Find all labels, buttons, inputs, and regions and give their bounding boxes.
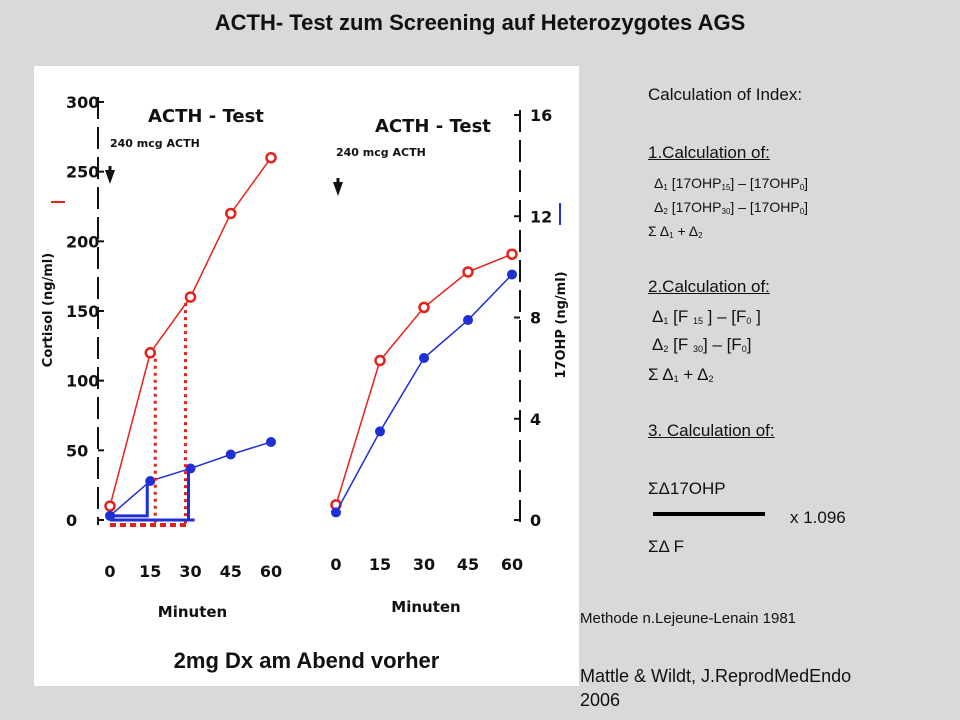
- y-tick-label: 300: [66, 93, 99, 112]
- 17ohp-chart: 0 4 8 12 16 17OHP (ng/ml) ACTH - Test 240 mcg A…: [330, 106, 569, 616]
- data-point: [225, 449, 236, 460]
- y-tick-label: 4: [530, 410, 541, 429]
- calc-step1: 1.Calculation of:: [648, 143, 770, 162]
- data-point: [418, 301, 430, 314]
- x-axis-label: Minuten: [158, 603, 227, 621]
- reference-line-2: 2006: [580, 690, 621, 710]
- calc-numerator: ΣΔ17OHP: [648, 479, 726, 498]
- data-point: [144, 347, 156, 359]
- chart-subtitle: 240 mcg ACTH: [336, 146, 426, 159]
- y-tick-label: 150: [66, 302, 99, 321]
- calc-step1-sum: Σ Δ1 + Δ2: [648, 223, 703, 240]
- x-tick-label: 60: [501, 555, 523, 574]
- data-point: [331, 507, 341, 518]
- x-tick-label: 45: [457, 555, 479, 574]
- data-point: [375, 426, 385, 437]
- data-point: [419, 353, 429, 363]
- x-tick-label: 0: [104, 562, 115, 581]
- y-tick-label: 16: [530, 106, 552, 125]
- x-tick-label: 30: [413, 555, 435, 574]
- data-point: [184, 291, 197, 303]
- down-arrow-icon: [333, 182, 343, 196]
- data-point: [374, 354, 386, 367]
- down-arrow-icon: [105, 170, 115, 184]
- data-point: [506, 248, 518, 260]
- data-point: [265, 151, 277, 164]
- reference-line-1: Mattle & Wildt, J.ReprodMedEndo: [580, 666, 852, 686]
- calc-step1-delta2: Δ2 [17OHP30] – [17OHP0]: [654, 199, 809, 216]
- data-point: [507, 269, 517, 280]
- chart-title: ACTH - Test: [375, 116, 491, 137]
- footer-note: 2mg Dx am Abend vorher: [173, 648, 440, 673]
- calc-step2-sum: Σ Δ1 + Δ2: [648, 365, 714, 384]
- calc-step2-delta1: Δ1 [F 15 ] – [F0 ]: [652, 307, 761, 326]
- x-tick-label: 60: [260, 562, 282, 581]
- fraction-bar: [653, 512, 765, 516]
- calc-step1-delta1: Δ1 [17OHP15] – [17OHP0]: [654, 175, 809, 192]
- y-tick-label: 250: [66, 163, 99, 182]
- calc-denominator: ΣΔ F: [648, 537, 685, 556]
- data-point: [266, 436, 276, 447]
- calc-step2: 2.Calculation of:: [648, 277, 770, 296]
- reference-citation: Mattle & Wildt, J.ReprodMedEndo 2006: [580, 664, 851, 712]
- y-axis-label: 17OHP (ng/ml): [554, 271, 569, 378]
- x-tick-label: 15: [369, 555, 391, 574]
- y-tick-label: 50: [66, 441, 88, 460]
- chart-panel: [34, 66, 579, 686]
- calc-header: Calculation of Index:: [648, 85, 803, 104]
- calc-step3: 3. Calculation of:: [648, 421, 775, 440]
- data-point: [463, 315, 473, 326]
- x-tick-label: 0: [330, 555, 341, 574]
- series-line: [335, 253, 513, 506]
- chart-title: ACTH - Test: [148, 106, 264, 127]
- method-citation: Methode n.Lejeune-Lenain 1981: [580, 610, 797, 627]
- series-line: [109, 441, 272, 517]
- y-tick-label: 0: [530, 511, 541, 530]
- slide-title: ACTH- Test zum Screening auf Heterozygot…: [214, 10, 746, 35]
- data-point: [225, 207, 237, 220]
- series-line: [109, 157, 272, 507]
- y-tick-label: 200: [66, 232, 99, 251]
- chart-subtitle: 240 mcg ACTH: [110, 137, 200, 150]
- y-tick-label: 100: [66, 372, 99, 391]
- calc-factor: x 1.096: [790, 508, 846, 527]
- delta1-17ohp-marker: [110, 480, 149, 518]
- y-axis-label: Cortisol (ng/ml): [41, 253, 56, 367]
- data-point: [462, 266, 474, 278]
- y-tick-label: 12: [530, 207, 552, 226]
- y-tick-label: 8: [530, 309, 541, 328]
- calc-step2-delta2: Δ2 [F 30] – [F0]: [652, 335, 752, 354]
- x-tick-label: 15: [139, 562, 161, 581]
- x-tick-label: 30: [179, 562, 201, 581]
- data-point: [104, 500, 116, 512]
- x-axis-label: Minuten: [391, 598, 460, 616]
- x-tick-label: 45: [220, 562, 242, 581]
- y-tick-label: 0: [66, 511, 77, 530]
